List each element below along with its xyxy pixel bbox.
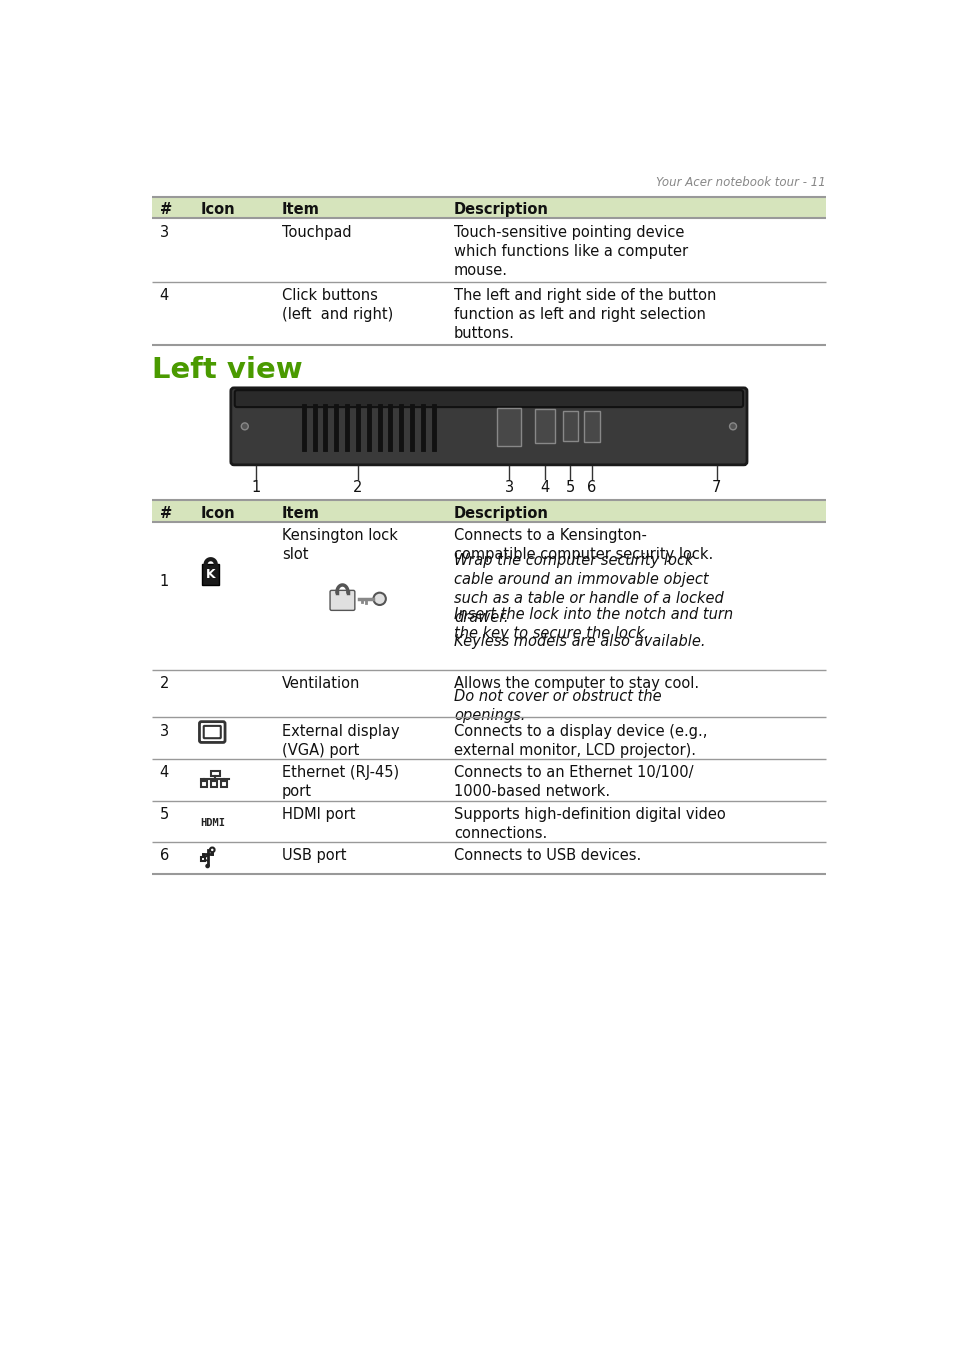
Text: 7: 7 [711,480,720,495]
Text: Connects to an Ethernet 10/100/
1000-based network.: Connects to an Ethernet 10/100/ 1000-bas… [454,765,693,799]
Circle shape [205,864,210,868]
Text: Allows the computer to stay cool.: Allows the computer to stay cool. [454,676,699,710]
Text: 4: 4 [159,765,169,780]
Bar [211,771,220,776]
Bar [211,780,216,787]
Text: 1: 1 [251,480,260,495]
Bar [562,411,578,441]
Text: #: # [159,506,172,521]
Bar [497,408,520,446]
Text: 6: 6 [587,480,596,495]
Bar [534,410,555,443]
Bar [220,780,227,787]
Text: USB port: USB port [282,848,346,864]
Text: K: K [206,568,215,581]
Bar [200,857,205,861]
Circle shape [241,423,248,430]
Bar [200,780,207,787]
Bar [152,197,825,219]
Text: Icon: Icon [200,203,235,218]
Text: Click buttons
(left  and right): Click buttons (left and right) [282,288,393,322]
Text: Ethernet (RJ-45)
port: Ethernet (RJ-45) port [282,765,398,799]
Text: 5: 5 [159,807,169,822]
FancyBboxPatch shape [199,722,225,742]
Circle shape [729,423,736,430]
Text: 4: 4 [159,288,169,303]
Text: Icon: Icon [200,506,235,521]
Text: 4: 4 [539,480,549,495]
Text: HDMI port: HDMI port [282,807,355,822]
Bar [202,564,219,585]
Text: Touchpad: Touchpad [282,224,352,239]
Text: Supports high-definition digital video
connections.: Supports high-definition digital video c… [454,807,725,841]
Text: Keyless models are also available.: Keyless models are also available. [454,634,705,649]
Bar [583,411,599,442]
Text: #: # [159,203,172,218]
Text: Kensington lock
slot: Kensington lock slot [282,529,397,562]
Text: 5: 5 [565,480,575,495]
Text: Insert the lock into the notch and turn
the key to secure the lock.: Insert the lock into the notch and turn … [454,607,733,641]
Text: Left view: Left view [152,356,302,384]
FancyBboxPatch shape [204,726,220,738]
Text: Connects to USB devices.: Connects to USB devices. [454,848,640,864]
Text: External display
(VGA) port: External display (VGA) port [282,723,399,757]
Bar [152,500,825,522]
Text: Item: Item [282,506,319,521]
Text: Your Acer notebook tour - 11: Your Acer notebook tour - 11 [656,176,825,189]
Text: 2: 2 [353,480,362,495]
Text: Description: Description [454,203,548,218]
Text: 2: 2 [159,676,169,691]
Text: Ventilation: Ventilation [282,676,360,691]
Text: HDMI: HDMI [200,818,226,829]
FancyBboxPatch shape [330,591,355,610]
Text: Wrap the computer security lock
cable around an immovable object
such as a table: Wrap the computer security lock cable ar… [454,553,723,625]
Circle shape [210,848,214,852]
Text: Touch-sensitive pointing device
which functions like a computer
mouse.: Touch-sensitive pointing device which fu… [454,224,687,279]
Text: Connects to a Kensington-
compatible computer security lock.: Connects to a Kensington- compatible com… [454,529,713,562]
FancyBboxPatch shape [231,388,746,465]
Text: 1: 1 [159,575,169,589]
Text: 3: 3 [159,224,169,239]
Text: Description: Description [454,506,548,521]
Text: 3: 3 [504,480,513,495]
Text: 3: 3 [159,723,169,738]
Text: Do not cover or obstruct the
openings.: Do not cover or obstruct the openings. [454,690,661,723]
Text: Item: Item [282,203,319,218]
FancyBboxPatch shape [234,391,742,407]
Text: Connects to a display device (e.g.,
external monitor, LCD projector).: Connects to a display device (e.g., exte… [454,723,707,757]
Text: The left and right side of the button
function as left and right selection
butto: The left and right side of the button fu… [454,288,716,341]
Text: 6: 6 [159,848,169,864]
Circle shape [373,592,385,604]
